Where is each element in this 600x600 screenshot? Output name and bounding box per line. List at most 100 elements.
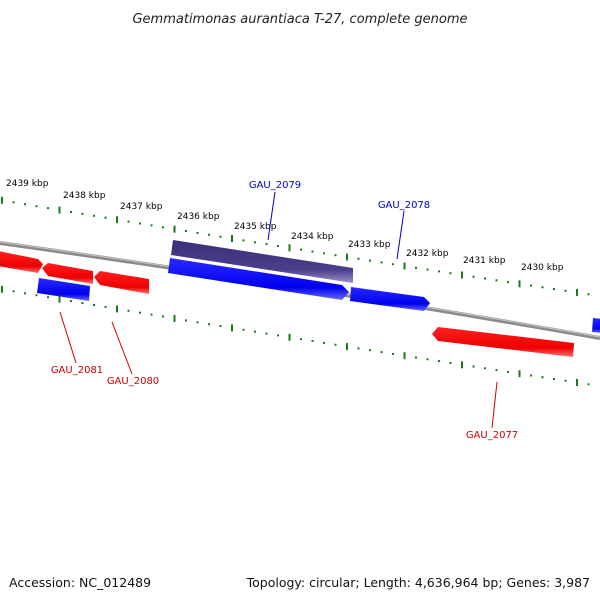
minor-tick	[564, 379, 567, 382]
minor-tick	[507, 370, 509, 373]
accession-text: Accession: NC_012489	[9, 575, 152, 590]
minor-tick	[254, 241, 256, 244]
minor-tick	[357, 347, 360, 350]
minor-tick	[553, 378, 555, 380]
minor-tick	[70, 300, 72, 303]
tick-label: 2432 kbp	[406, 249, 449, 259]
minor-tick	[495, 369, 498, 372]
minor-tick	[541, 286, 544, 289]
minor-tick	[196, 231, 199, 234]
minor-tick	[185, 230, 187, 232]
major-tick	[576, 289, 578, 296]
gene-label-GAU-2079[interactable]: GAU_2079	[249, 180, 301, 191]
major-tick	[231, 235, 233, 242]
minor-tick	[139, 222, 141, 225]
major-tick	[461, 361, 463, 369]
minor-tick	[323, 341, 325, 344]
minor-tick	[12, 201, 15, 204]
gene-label-GAU-2078[interactable]: GAU_2078	[378, 200, 430, 211]
minor-tick	[277, 245, 279, 247]
minor-tick	[553, 288, 555, 291]
tick-label: 2435 kbp	[234, 222, 277, 232]
minor-tick	[150, 313, 153, 316]
minor-tick	[104, 305, 107, 308]
gene-label-GAU-2081[interactable]: GAU_2081	[51, 365, 103, 376]
minor-tick	[426, 358, 429, 361]
gene-GAU-2081[interactable]	[37, 278, 90, 301]
minor-tick	[449, 362, 452, 364]
major-tick	[173, 225, 176, 233]
minor-tick	[24, 292, 26, 295]
minor-tick	[300, 248, 302, 251]
tick-label: 2431 kbp	[463, 256, 506, 266]
minor-tick	[196, 321, 199, 324]
gene-features	[0, 240, 600, 357]
minor-tick	[357, 257, 360, 260]
callout-line-GAU-2081	[59, 311, 77, 364]
minor-tick	[208, 323, 210, 326]
minor-tick	[369, 349, 371, 352]
minor-tick	[530, 374, 532, 377]
minor-tick	[438, 270, 440, 273]
major-tick	[576, 379, 578, 386]
minor-tick	[242, 239, 245, 242]
gene-GAU-2077[interactable]	[432, 327, 574, 357]
gene-label-GAU-2080[interactable]: GAU_2080	[107, 376, 159, 387]
gene-GAU-2079[interactable]	[168, 258, 349, 300]
minor-tick	[380, 351, 383, 354]
tick-labels: 2439 kbp 2438 kbp 2437 kbp 2436 kbp 2435…	[6, 179, 564, 273]
minor-tick	[311, 340, 314, 342]
minor-tick	[530, 284, 532, 287]
callout-line-GAU-2077	[491, 381, 498, 429]
genome-summary-text: Topology: circular; Length: 4,636,964 bp…	[246, 575, 590, 590]
gene-forward-edge[interactable]	[592, 318, 600, 333]
minor-tick	[162, 226, 164, 229]
minor-tick	[139, 311, 141, 314]
gene-GAU-2079-highlight[interactable]	[171, 240, 353, 283]
minor-tick	[12, 290, 15, 293]
minor-tick	[392, 352, 394, 355]
minor-tick	[127, 309, 130, 312]
major-tick	[116, 216, 118, 224]
tick-label: 2434 kbp	[291, 232, 334, 242]
minor-tick	[254, 330, 256, 333]
tick-label: 2439 kbp	[6, 179, 49, 189]
major-tick	[518, 370, 521, 378]
minor-tick	[587, 293, 590, 296]
minor-tick	[265, 332, 268, 335]
minor-tick	[35, 294, 38, 297]
minor-tick	[127, 220, 130, 223]
major-tick	[346, 343, 348, 351]
map-title: Gemmatimonas aurantiaca T-27, complete g…	[132, 12, 467, 27]
minor-tick	[219, 325, 222, 327]
minor-tick	[426, 268, 429, 271]
gene-label-GAU-2077[interactable]: GAU_2077	[466, 430, 518, 441]
minor-tick	[415, 356, 417, 359]
tick-label: 2437 kbp	[120, 202, 163, 212]
major-tick	[346, 253, 348, 261]
tick-label: 2438 kbp	[63, 191, 106, 201]
minor-tick	[81, 302, 84, 304]
minor-tick	[438, 360, 440, 363]
gene-GAU-2080[interactable]	[94, 271, 149, 294]
minor-tick	[380, 261, 383, 264]
minor-tick	[265, 243, 268, 246]
minor-tick	[472, 275, 475, 278]
major-tick	[58, 206, 61, 214]
tick-row-upper	[1, 196, 590, 296]
minor-tick	[277, 334, 279, 337]
minor-tick	[449, 272, 452, 275]
minor-tick	[35, 205, 38, 208]
minor-tick	[300, 338, 302, 341]
major-tick	[116, 305, 118, 313]
gene-reverse-1[interactable]	[0, 251, 43, 273]
gene-GAU-2078[interactable]	[350, 287, 430, 311]
minor-tick	[541, 376, 544, 379]
major-tick	[231, 324, 233, 332]
gene-reverse-2[interactable]	[42, 263, 93, 284]
minor-tick	[311, 250, 314, 253]
minor-tick	[93, 304, 95, 306]
minor-tick	[323, 252, 325, 255]
major-tick	[518, 280, 521, 288]
